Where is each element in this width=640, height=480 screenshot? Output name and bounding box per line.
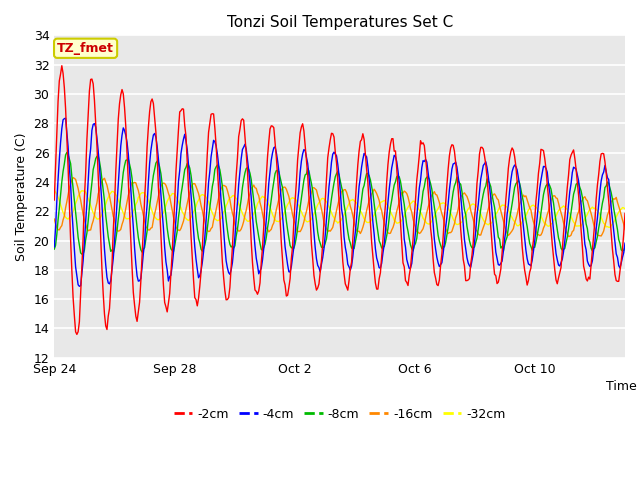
X-axis label: Time: Time xyxy=(605,380,636,394)
Y-axis label: Soil Temperature (C): Soil Temperature (C) xyxy=(15,132,28,261)
Title: Tonzi Soil Temperatures Set C: Tonzi Soil Temperatures Set C xyxy=(227,15,452,30)
Legend: -2cm, -4cm, -8cm, -16cm, -32cm: -2cm, -4cm, -8cm, -16cm, -32cm xyxy=(168,403,511,426)
Text: TZ_fmet: TZ_fmet xyxy=(57,42,114,55)
